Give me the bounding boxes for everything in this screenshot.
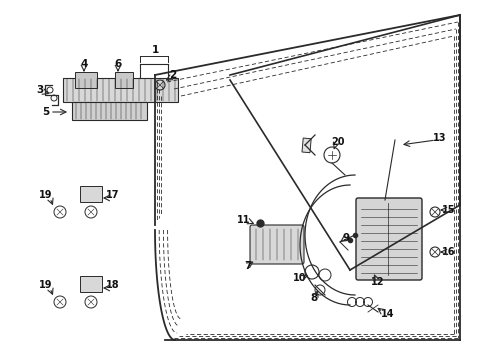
Bar xyxy=(72,102,147,120)
Text: 12: 12 xyxy=(370,277,384,287)
Text: 3: 3 xyxy=(36,85,43,95)
Text: 17: 17 xyxy=(106,190,120,200)
Text: 16: 16 xyxy=(441,247,455,257)
Text: 9: 9 xyxy=(342,233,349,243)
Text: 14: 14 xyxy=(381,309,394,319)
Text: 18: 18 xyxy=(106,280,120,290)
Text: 19: 19 xyxy=(39,190,53,200)
Text: 19: 19 xyxy=(39,280,53,290)
Bar xyxy=(80,276,102,292)
Bar xyxy=(75,72,97,88)
Text: 10: 10 xyxy=(293,273,306,283)
Bar xyxy=(80,186,102,202)
Bar xyxy=(63,78,178,102)
Text: 1: 1 xyxy=(151,45,158,55)
Bar xyxy=(115,72,133,88)
Text: 8: 8 xyxy=(310,293,317,303)
Text: 13: 13 xyxy=(432,133,446,143)
Text: 11: 11 xyxy=(237,215,250,225)
Text: 7: 7 xyxy=(244,261,251,271)
FancyBboxPatch shape xyxy=(355,198,421,280)
Text: 2: 2 xyxy=(169,70,176,80)
Text: 20: 20 xyxy=(330,137,344,147)
Text: 6: 6 xyxy=(114,59,122,69)
Text: 5: 5 xyxy=(42,107,49,117)
Bar xyxy=(302,138,310,153)
Text: 4: 4 xyxy=(80,59,87,69)
FancyBboxPatch shape xyxy=(249,225,304,264)
Text: 15: 15 xyxy=(441,205,455,215)
